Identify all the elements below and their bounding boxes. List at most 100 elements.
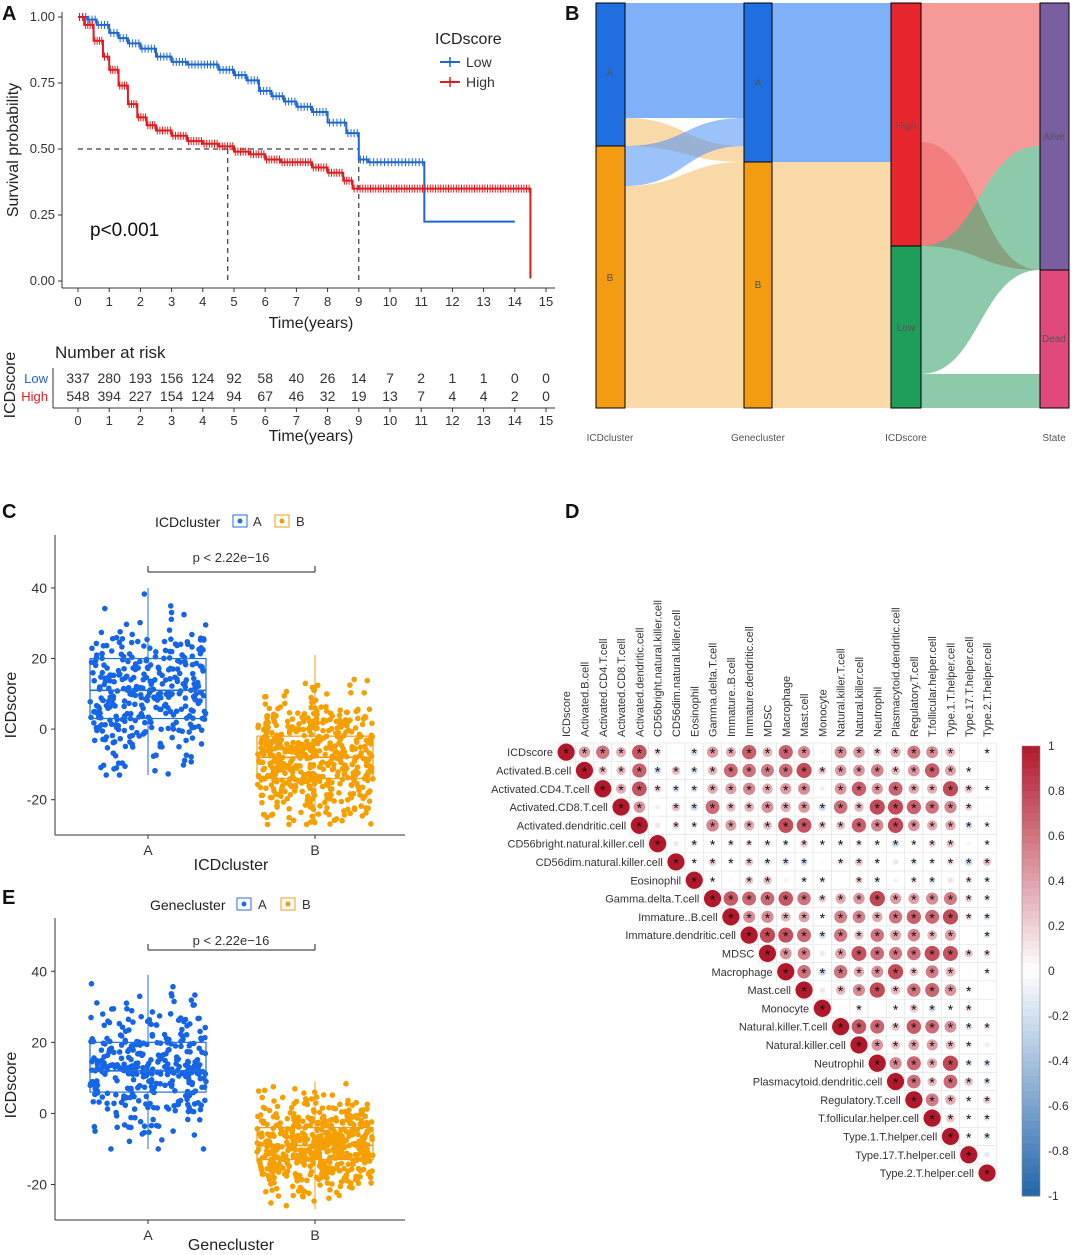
colorbar-segment — [1022, 963, 1040, 972]
corr-circle — [983, 1078, 991, 1086]
risk-xlabel: Time(years) — [269, 428, 354, 445]
corr-circle — [944, 984, 957, 996]
corr-circle — [818, 803, 827, 811]
boxe-point — [329, 1116, 335, 1123]
boxe-point — [361, 1121, 367, 1128]
corr-star: * — [875, 800, 881, 816]
corr-circle — [672, 784, 680, 793]
boxc-point — [277, 704, 284, 710]
km-xtick-label: 9 — [355, 294, 362, 309]
boxe-point — [257, 1160, 263, 1167]
corr-star: * — [875, 1056, 881, 1072]
boxc-point — [283, 780, 289, 786]
boxe-point — [258, 1117, 265, 1124]
corr-circle — [798, 782, 811, 795]
colorbar-segment — [1022, 1158, 1040, 1167]
boxe-points-b — [254, 1080, 376, 1209]
corr-star: * — [600, 763, 606, 779]
corr-circle — [907, 928, 921, 942]
boxe-point — [329, 1181, 335, 1187]
boxe-point — [128, 1071, 135, 1077]
boxc-point — [359, 813, 366, 819]
corr-circle — [782, 840, 789, 847]
boxe-point — [202, 1034, 208, 1041]
risk-cell-high: 2 — [511, 388, 519, 404]
boxc-point — [177, 641, 184, 648]
boxc-point — [314, 725, 320, 732]
boxc-ytick-label: 20 — [31, 651, 47, 667]
risk-xtick-label: 7 — [293, 413, 300, 428]
boxe-point — [311, 1198, 317, 1204]
corr-circle — [929, 859, 935, 865]
corr-circle — [944, 764, 956, 776]
colorbar-segment — [1022, 843, 1040, 852]
corr-circle — [984, 1151, 990, 1158]
boxc-point — [323, 708, 330, 714]
corr-star: * — [783, 800, 789, 816]
corr-circle — [851, 781, 867, 796]
corr-circle — [690, 840, 698, 847]
corr-star: * — [765, 800, 771, 816]
boxe-point — [320, 1113, 327, 1120]
boxc-point — [169, 683, 175, 689]
boxe-point — [126, 1138, 133, 1145]
boxe-point — [330, 1146, 337, 1152]
boxe-point — [355, 1131, 361, 1138]
boxe-point — [338, 1160, 345, 1167]
boxc-point — [331, 798, 337, 804]
boxc-point — [165, 704, 171, 711]
corr-star: * — [911, 763, 917, 779]
corr-circle — [819, 987, 826, 993]
corr-col-label: Immature.dendritic.cell — [744, 626, 756, 737]
colorbar-segment — [1022, 1151, 1040, 1159]
corr-circle — [928, 876, 936, 884]
risk-row-low-label: Low — [24, 371, 48, 386]
boxc-point — [357, 744, 364, 751]
corr-circle — [906, 1056, 921, 1071]
km-pvalue: p<0.001 — [90, 220, 159, 241]
boxc-point — [257, 784, 264, 791]
boxc-point — [273, 712, 279, 719]
boxe-point — [255, 1088, 262, 1094]
boxe-point — [116, 1020, 123, 1027]
corr-star: * — [783, 855, 789, 871]
sankey-icdcluster-b — [595, 145, 626, 409]
corr-circle — [671, 765, 681, 775]
corr-circle — [927, 1058, 938, 1069]
corr-circle — [820, 750, 825, 754]
corr-circle — [965, 1005, 973, 1012]
boxc-point — [141, 643, 147, 649]
boxc-point — [259, 736, 265, 742]
boxe-point — [359, 1148, 366, 1154]
boxc-point — [273, 722, 280, 729]
flow-low-dead — [921, 374, 1040, 408]
boxc-point — [345, 774, 351, 781]
boxe-point — [283, 1202, 290, 1209]
corr-star: * — [948, 782, 954, 798]
boxe-point — [169, 1078, 176, 1084]
km-xtick-label: 5 — [230, 294, 237, 309]
boxc-point — [101, 662, 107, 668]
boxc-point — [168, 609, 175, 616]
boxe-point — [184, 1101, 191, 1108]
boxe-point — [195, 1099, 201, 1106]
boxe-point — [330, 1134, 337, 1141]
corr-star: * — [948, 892, 954, 908]
boxe-point — [326, 1195, 332, 1202]
boxc-point — [305, 715, 311, 721]
boxc-point — [306, 783, 312, 789]
corr-circle — [685, 871, 703, 889]
boxe-point — [88, 980, 95, 987]
boxc-legend-b-key — [274, 514, 290, 528]
corr-star: * — [746, 782, 752, 798]
corr-circle — [928, 1004, 936, 1013]
boxc-point — [96, 686, 103, 692]
boxc-point — [296, 726, 303, 733]
boxc-point — [298, 809, 304, 816]
boxc-point — [156, 706, 163, 713]
boxc-point — [304, 744, 310, 751]
boxe-point — [290, 1152, 297, 1158]
corr-circle — [722, 908, 740, 926]
corr-star: * — [929, 800, 935, 816]
colorbar-tick-label: 0.4 — [1048, 874, 1065, 888]
